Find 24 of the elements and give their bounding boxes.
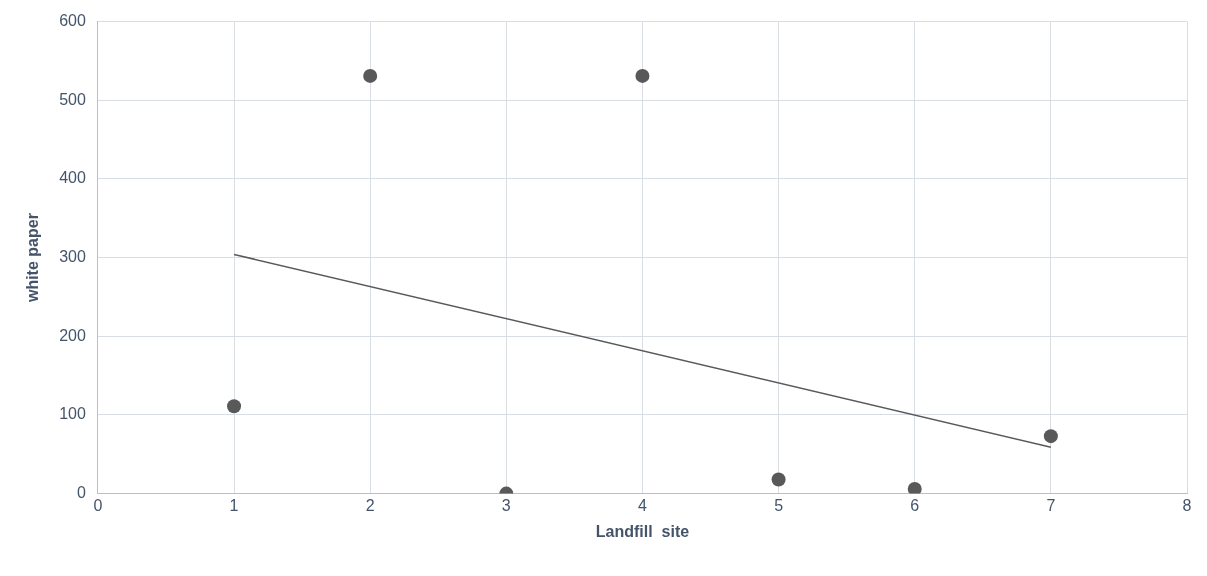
x-tick-label: 4: [637, 496, 647, 514]
point: [771, 472, 786, 487]
x-tick-label: 6: [910, 496, 920, 514]
x-tick-label: 8: [1182, 496, 1192, 514]
y-axis-title: white paper: [24, 213, 42, 304]
x-tick-label: 5: [774, 496, 784, 514]
point: [1043, 429, 1058, 444]
y-tick-label: 200: [59, 326, 86, 344]
y-tick-label: 0: [76, 484, 86, 502]
point: [363, 68, 378, 83]
point: [227, 399, 242, 414]
x-tick-label: 3: [501, 496, 511, 514]
y-tick-label: 500: [59, 90, 86, 108]
y-tick-label: 600: [59, 12, 86, 30]
x-tick-label: 7: [1046, 496, 1056, 514]
y-tick-label: 100: [59, 405, 86, 423]
point: [907, 481, 922, 494]
x-axis-title: Landfill site: [595, 522, 690, 540]
y-tick-label: 400: [59, 169, 86, 187]
y-tick-label: 300: [59, 248, 86, 266]
x-tick-label: 2: [365, 496, 375, 514]
x-tick-label: 1: [229, 496, 239, 514]
x-tick-label: 0: [93, 496, 103, 514]
point: [635, 68, 650, 83]
